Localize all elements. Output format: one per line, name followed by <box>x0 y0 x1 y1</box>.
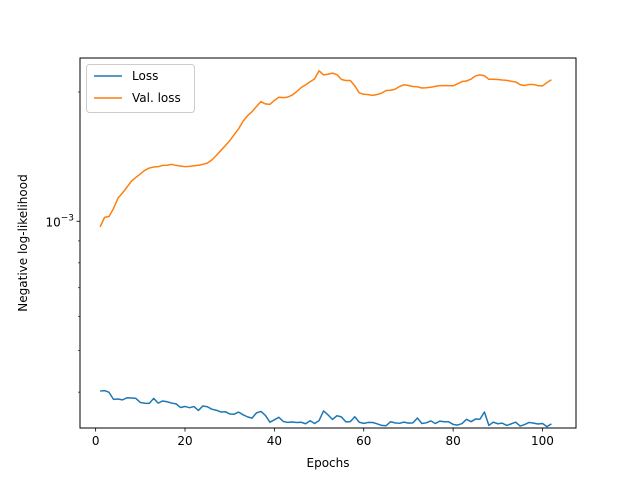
plot-frame <box>79 57 577 429</box>
x-tick-label: 60 <box>356 434 371 448</box>
y-axis-ticks: 10−3 <box>45 91 80 393</box>
y-axis-label: Negative log-likelihood <box>16 174 30 311</box>
x-tick-label: 0 <box>92 434 100 448</box>
series-line-val-loss <box>99 70 552 228</box>
series-line-loss <box>100 389 552 428</box>
x-axis-ticks: 0 20 40 60 80 100 <box>92 428 554 448</box>
legend-label-loss: Loss <box>132 69 158 83</box>
legend: Loss Val. loss <box>86 64 195 113</box>
x-tick-label: 100 <box>531 434 554 448</box>
legend-label-val-loss: Val. loss <box>132 91 181 105</box>
y-tick-label: 10−3 <box>45 213 74 229</box>
x-tick-label: 80 <box>445 434 460 448</box>
x-axis-label: Epochs <box>307 456 350 470</box>
x-tick-label: 20 <box>177 434 192 448</box>
x-tick-label: 40 <box>267 434 282 448</box>
series-lines <box>99 70 552 428</box>
